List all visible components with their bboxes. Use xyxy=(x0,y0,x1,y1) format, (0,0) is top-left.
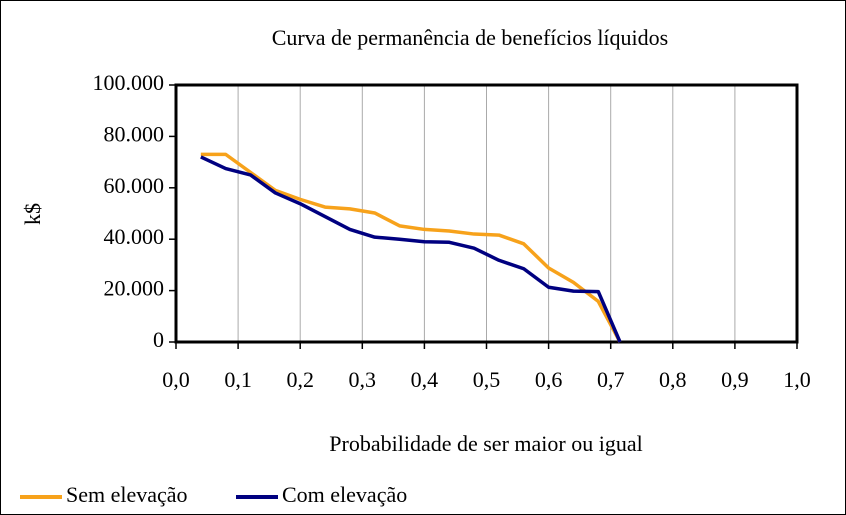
y-tick-label: 80.000 xyxy=(104,121,165,146)
plot-border xyxy=(174,83,799,344)
y-tick-label: 100.000 xyxy=(93,70,165,95)
y-tick-label: 0 xyxy=(153,327,164,352)
x-tick-label: 0,7 xyxy=(597,367,625,392)
x-tick-label: 0,6 xyxy=(535,367,563,392)
x-tick-label: 0,9 xyxy=(721,367,749,392)
x-tick-label: 0,8 xyxy=(659,367,687,392)
x-tick-label: 0,2 xyxy=(286,367,314,392)
legend-label: Com elevação xyxy=(282,482,407,507)
y-tick-label: 40.000 xyxy=(104,224,165,249)
series-line xyxy=(200,155,622,343)
y-tick-label: 20.000 xyxy=(104,276,165,301)
x-tick-label: 1,0 xyxy=(783,367,811,392)
chart-title: Curva de permanência de benefícios líqui… xyxy=(272,25,668,50)
x-axis-label: Probabilidade de ser maior ou igual xyxy=(329,431,642,456)
x-tick-label: 0,1 xyxy=(224,367,252,392)
x-tick-label: 0,5 xyxy=(473,367,501,392)
x-tick-label: 0,0 xyxy=(162,367,190,392)
series-line xyxy=(200,152,622,343)
legend-label: Sem elevação xyxy=(66,482,188,507)
x-tick-label: 0,3 xyxy=(349,367,377,392)
y-axis-label: k$ xyxy=(20,203,45,225)
y-tick-label: 60.000 xyxy=(104,173,165,198)
x-tick-label: 0,4 xyxy=(411,367,439,392)
